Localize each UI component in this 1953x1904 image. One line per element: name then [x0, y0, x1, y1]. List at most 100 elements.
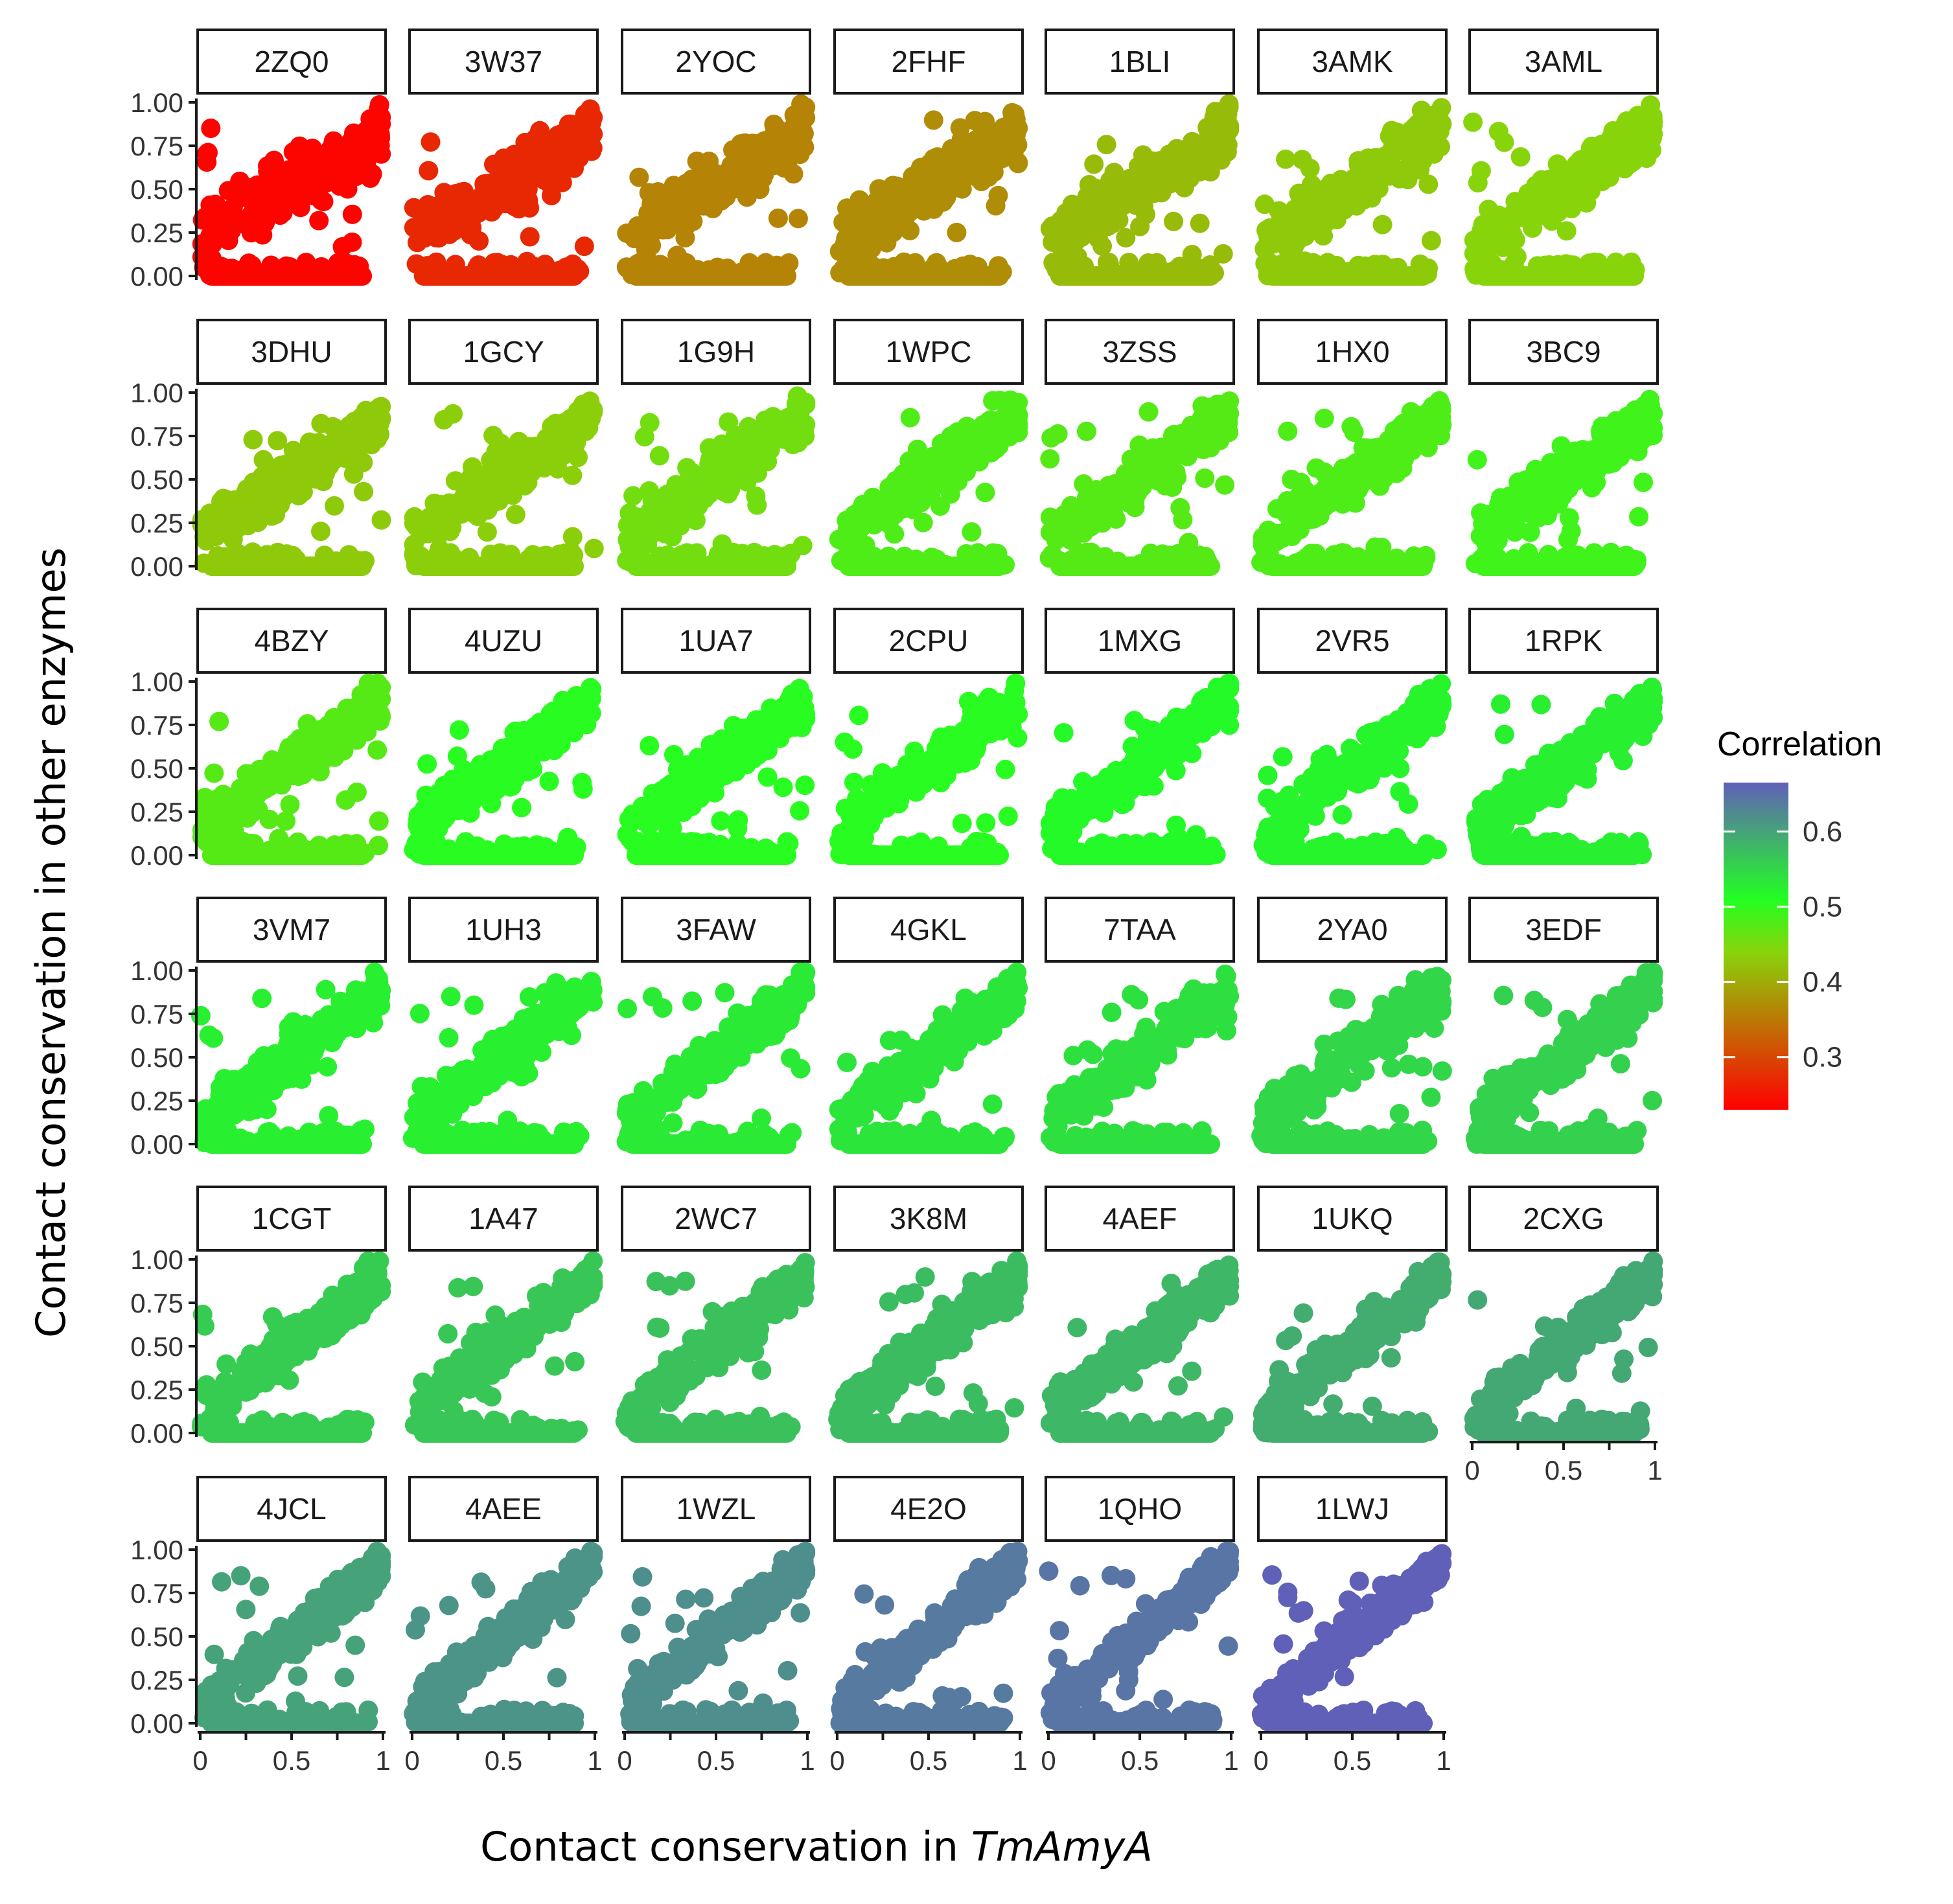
- scatter-points: [829, 673, 1028, 865]
- scatter-point: [1173, 443, 1193, 463]
- scatter-point: [1042, 544, 1062, 564]
- scatter-point: [561, 415, 581, 435]
- scatter-point: [558, 827, 578, 847]
- scatter-point: [218, 181, 238, 201]
- scatter-point: [728, 467, 748, 487]
- scatter-point: [442, 518, 462, 538]
- scatter-point: [1468, 173, 1488, 193]
- scatter-point: [468, 498, 489, 518]
- scatter-point: [790, 801, 810, 821]
- scatter-point: [1349, 170, 1369, 190]
- y-tick-label: 1.00: [130, 378, 183, 408]
- scatter-point: [625, 229, 644, 249]
- baseline-points: [838, 266, 1010, 286]
- scatter-point: [730, 172, 750, 191]
- scatter-point: [677, 206, 697, 226]
- scatter-point: [1065, 253, 1085, 273]
- scatter-point: [947, 222, 967, 242]
- scatter-point: [702, 176, 722, 196]
- scatter-point: [914, 201, 934, 221]
- scatter-point: [1292, 150, 1312, 170]
- scatter-point: [1604, 143, 1624, 163]
- scatter-point: [712, 534, 732, 554]
- baseline-points: [202, 556, 373, 576]
- scatter-point: [1203, 431, 1223, 451]
- panel-label: 3AML: [1525, 45, 1602, 78]
- scatter-point: [662, 527, 682, 547]
- panel-1BLI: 1BLI: [1040, 29, 1240, 286]
- scatter-point: [437, 207, 457, 226]
- scatter-point: [1314, 408, 1334, 428]
- panel-2CPU: 2CPU: [829, 608, 1028, 865]
- scatter-point: [877, 233, 897, 253]
- scatter-point: [711, 811, 731, 831]
- scatter-point: [1556, 469, 1577, 489]
- panel-4UZU: 4UZU: [404, 608, 602, 865]
- scatter-point: [896, 205, 916, 225]
- scatter-point: [1547, 154, 1567, 174]
- scatter-point: [354, 481, 374, 501]
- scatter-point: [1271, 207, 1291, 227]
- scatter-point: [900, 407, 920, 428]
- scatter-point: [664, 745, 684, 764]
- scatter-point: [207, 196, 227, 216]
- scatter-point: [1431, 396, 1451, 416]
- scatter-point: [1510, 147, 1531, 167]
- panel-label: 2YOC: [675, 45, 756, 78]
- panel-3BC9: 3BC9: [1465, 319, 1663, 576]
- scatter-point: [228, 518, 248, 538]
- scatter-point: [986, 428, 1006, 448]
- scatter-point: [342, 204, 362, 224]
- scatter-point: [556, 257, 576, 277]
- scatter-point: [1143, 438, 1163, 458]
- panel-label: 1GCY: [463, 335, 544, 369]
- panel-label: 1BLI: [1109, 45, 1171, 78]
- scatter-point: [754, 164, 774, 184]
- scatter-point: [869, 195, 889, 215]
- scatter-point: [892, 184, 912, 204]
- baseline-points: [413, 845, 584, 865]
- scatter-point: [325, 496, 344, 516]
- scatter-points: [829, 103, 1028, 286]
- scatter-point: [449, 720, 469, 740]
- scatter-point: [1173, 510, 1193, 530]
- y-tick-label: 0.50: [130, 465, 183, 495]
- scatter-point: [760, 440, 780, 460]
- scatter-points: [192, 396, 391, 576]
- scatter-point: [307, 264, 327, 284]
- scatter-point: [647, 492, 667, 512]
- scatter-point: [347, 782, 367, 802]
- scatter-point: [552, 149, 572, 169]
- scatter-point: [1121, 474, 1141, 494]
- scatter-point: [371, 707, 391, 727]
- scatter-point: [661, 774, 681, 794]
- scatter-point: [746, 486, 766, 506]
- scatter-point: [561, 542, 581, 562]
- scatter-point: [1327, 466, 1347, 486]
- scatter-point: [424, 493, 445, 513]
- panel-label: 4UZU: [465, 624, 542, 658]
- panel-label: 3DHU: [251, 335, 332, 369]
- scatter-point: [198, 143, 218, 163]
- y-tick-label: 0.00: [130, 261, 183, 292]
- scatter-point: [687, 151, 707, 171]
- scatter-point: [1076, 421, 1096, 441]
- scatter-point: [792, 133, 811, 153]
- scatter-point: [426, 252, 446, 272]
- scatter-point: [931, 433, 951, 453]
- scatter-point: [1061, 214, 1080, 235]
- scatter-points: [1465, 389, 1663, 576]
- scatter-point: [275, 455, 295, 475]
- scatter-point: [535, 168, 554, 187]
- scatter-point: [494, 485, 514, 505]
- scatter-point: [487, 759, 507, 779]
- scatter-point: [1556, 221, 1577, 241]
- scatter-point: [1258, 542, 1278, 562]
- scatter-point: [347, 551, 367, 570]
- scatter-point: [1133, 145, 1153, 165]
- scatter-point: [404, 508, 424, 528]
- scatter-point: [209, 711, 229, 731]
- scatter-point: [930, 496, 950, 516]
